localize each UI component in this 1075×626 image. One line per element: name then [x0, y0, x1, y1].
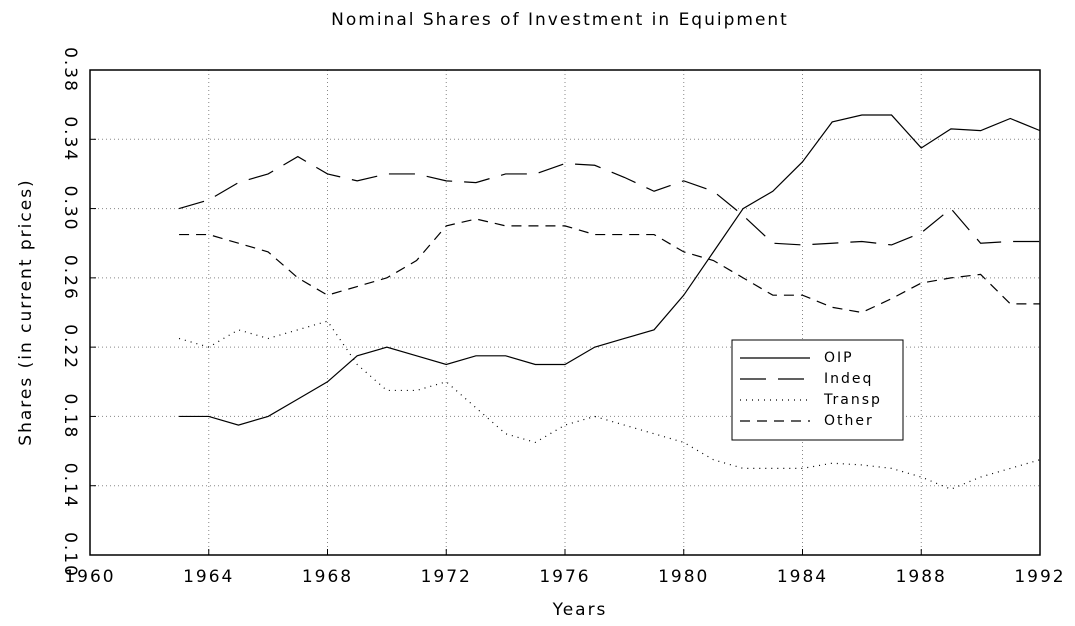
y-tick-label: 0.38 [60, 47, 80, 93]
x-tick-label: 1984 [777, 567, 828, 587]
chart-title: Nominal Shares of Investment in Equipmen… [331, 10, 789, 30]
y-axis-label: Shares (in current prices) [16, 178, 36, 445]
x-tick-label: 1968 [302, 567, 353, 587]
legend-label: OIP [824, 350, 854, 366]
plot-frame [89, 69, 1041, 556]
series-line [178, 155, 1040, 246]
y-tick-label: 0.18 [60, 393, 80, 439]
legend-label: Other [824, 413, 874, 429]
x-axis-label: Years [552, 600, 608, 620]
x-tick-label: 1980 [658, 567, 709, 587]
legend-box [731, 339, 904, 441]
y-tick-label: 0.34 [60, 116, 80, 162]
y-tick-label: 0.14 [60, 463, 80, 509]
x-tick-label: 1992 [1014, 567, 1065, 587]
legend-label: Indeq [824, 371, 873, 387]
series-line [179, 114, 1041, 426]
x-tick-label: 1988 [896, 567, 947, 587]
legend-label: Transp [823, 392, 882, 408]
y-tick-label: 0.10 [60, 532, 80, 578]
x-tick-label: 1964 [183, 567, 234, 587]
y-tick-label: 0.22 [60, 324, 80, 370]
y-tick-label: 0.26 [60, 255, 80, 301]
series-line [178, 320, 1041, 490]
x-tick-label: 1960 [64, 567, 115, 587]
x-tick-label: 1976 [539, 567, 590, 587]
y-tick-label: 0.30 [60, 186, 80, 232]
x-tick-label: 1972 [421, 567, 472, 587]
series-line [179, 218, 1040, 314]
